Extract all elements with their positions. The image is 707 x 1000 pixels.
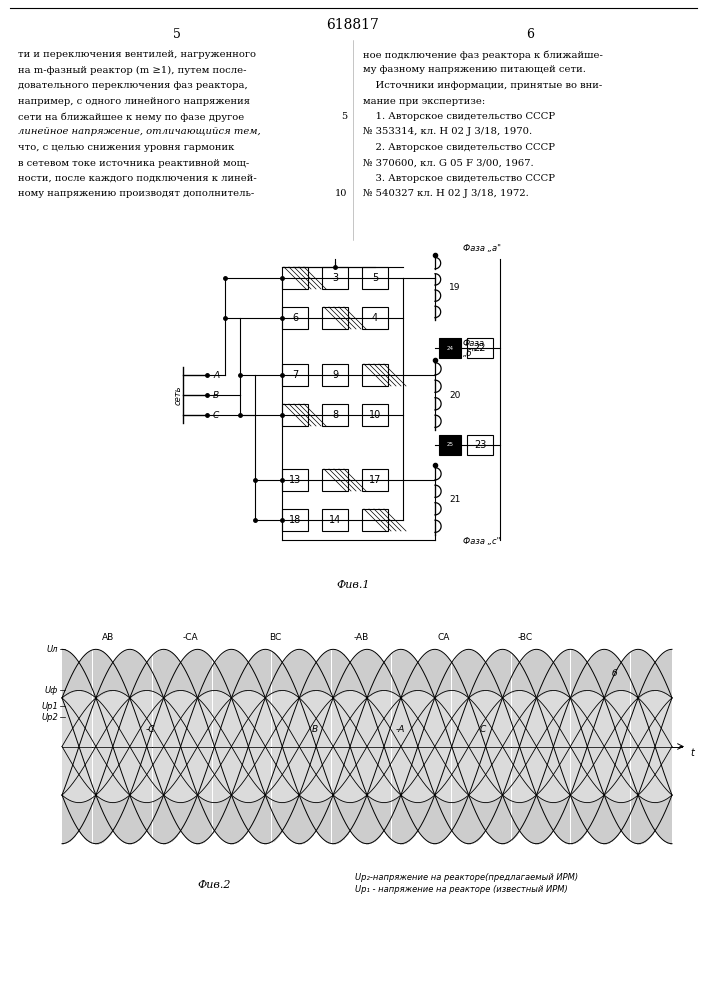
Text: сеть: сеть [173, 385, 182, 405]
Text: 6: 6 [292, 313, 298, 323]
Text: 24: 24 [447, 346, 453, 351]
Text: 5: 5 [372, 273, 378, 283]
Bar [467, 435, 493, 455]
Text: Up₂-напряжение на реакторе(предлагаемый ИРМ): Up₂-напряжение на реакторе(предлагаемый … [355, 873, 578, 882]
Text: в сетевом токе источника реактивной мощ-: в сетевом токе источника реактивной мощ- [18, 158, 250, 167]
Bar [322, 364, 348, 386]
Text: что, с целью снижения уровня гармоник: что, с целью снижения уровня гармоник [18, 143, 235, 152]
Text: 6: 6 [526, 28, 534, 41]
Text: C: C [480, 725, 486, 734]
Bar [467, 338, 493, 358]
Text: мание при экспертизе:: мание при экспертизе: [363, 97, 485, 105]
Bar [282, 267, 308, 289]
Text: 18: 18 [289, 515, 301, 525]
Text: Фаза
„б": Фаза „б" [463, 339, 485, 358]
Text: -A: -A [396, 725, 405, 734]
Bar [439, 338, 461, 358]
Bar [362, 509, 388, 531]
Text: С: С [213, 410, 219, 420]
Text: 2. Авторское свидетельство СССР: 2. Авторское свидетельство СССР [363, 143, 555, 152]
Text: 3. Авторское свидетельство СССР: 3. Авторское свидетельство СССР [363, 174, 555, 183]
Bar [362, 267, 388, 289]
Bar [439, 435, 461, 455]
Text: ному напряжению производят дополнитель-: ному напряжению производят дополнитель- [18, 190, 255, 198]
Text: CA: CA [437, 633, 450, 642]
Text: 25: 25 [447, 442, 453, 448]
Bar [282, 509, 308, 531]
Text: t: t [690, 748, 694, 758]
Text: 14: 14 [329, 515, 341, 525]
Text: сети на ближайшее к нему по фазе другое: сети на ближайшее к нему по фазе другое [18, 112, 244, 121]
Bar [282, 307, 308, 329]
Text: № 540327 кл. Н 02 J 3/18, 1972.: № 540327 кл. Н 02 J 3/18, 1972. [363, 190, 529, 198]
Bar [282, 469, 308, 491]
Text: AB: AB [102, 633, 114, 642]
Text: Up1: Up1 [41, 702, 58, 711]
Text: -AB: -AB [354, 633, 368, 642]
Bar [362, 364, 388, 386]
Text: № 370600, кл. G 05 F 3/00, 1967.: № 370600, кл. G 05 F 3/00, 1967. [363, 158, 534, 167]
Text: му фазному напряжению питающей сети.: му фазному напряжению питающей сети. [363, 66, 586, 75]
Text: -BC: -BC [518, 633, 533, 642]
Text: 13: 13 [289, 475, 301, 485]
Text: BC: BC [269, 633, 281, 642]
Text: 23: 23 [474, 440, 486, 450]
Bar [322, 469, 348, 491]
Text: Up₁ - напряжение на реакторе (известный ИРМ): Up₁ - напряжение на реакторе (известный … [355, 885, 568, 894]
Text: Uл: Uл [47, 645, 58, 654]
Text: 5: 5 [341, 112, 347, 121]
Text: Фив.1: Фив.1 [337, 580, 370, 590]
Text: довательного переключения фаз реактора,: довательного переключения фаз реактора, [18, 81, 247, 90]
Text: 5: 5 [173, 28, 181, 41]
Bar [362, 469, 388, 491]
Text: ти и переключения вентилей, нагруженного: ти и переключения вентилей, нагруженного [18, 50, 256, 59]
Text: 7: 7 [292, 370, 298, 380]
Text: А: А [213, 370, 219, 379]
Text: ное подключение фаз реактора к ближайше-: ное подключение фаз реактора к ближайше- [363, 50, 603, 60]
Text: на m-фазный реактор (m ≥1), путем после-: на m-фазный реактор (m ≥1), путем после- [18, 66, 247, 75]
Text: В: В [213, 390, 219, 399]
Bar [322, 509, 348, 531]
Text: 9: 9 [332, 370, 338, 380]
Bar [322, 307, 348, 329]
Bar [282, 364, 308, 386]
Text: 618817: 618817 [327, 18, 380, 32]
Bar [362, 404, 388, 426]
Text: Фаза „с": Фаза „с" [463, 537, 501, 546]
Bar [322, 267, 348, 289]
Text: Фив.2: Фив.2 [198, 880, 231, 890]
Text: B: B [312, 725, 318, 734]
Bar [362, 307, 388, 329]
Text: Uф: Uф [45, 686, 58, 695]
Text: Up2: Up2 [41, 713, 58, 722]
Text: 20: 20 [449, 390, 460, 399]
Text: 21: 21 [449, 495, 460, 504]
Text: 3: 3 [332, 273, 338, 283]
Text: Источники информации, принятые во вни-: Источники информации, принятые во вни- [363, 81, 602, 90]
Bar [282, 404, 308, 426]
Text: № 353314, кл. Н 02 J 3/18, 1970.: № 353314, кл. Н 02 J 3/18, 1970. [363, 127, 532, 136]
Text: 22: 22 [474, 343, 486, 353]
Text: 4: 4 [372, 313, 378, 323]
Bar [322, 404, 348, 426]
Text: б: б [612, 669, 617, 678]
Text: 17: 17 [369, 475, 381, 485]
Text: ности, после каждого подключения к линей-: ности, после каждого подключения к линей… [18, 174, 257, 183]
Text: 10: 10 [334, 190, 347, 198]
Text: линейное напряжение, отличающийся тем,: линейное напряжение, отличающийся тем, [18, 127, 261, 136]
Text: 8: 8 [332, 410, 338, 420]
Text: -CA: -CA [182, 633, 198, 642]
Text: -C: -C [146, 725, 156, 734]
Text: например, с одного линейного напряжения: например, с одного линейного напряжения [18, 97, 250, 105]
Text: Фаза „а": Фаза „а" [463, 244, 501, 253]
Text: 1. Авторское свидетельство СССР: 1. Авторское свидетельство СССР [363, 112, 555, 121]
Text: 19: 19 [449, 283, 460, 292]
Text: 10: 10 [369, 410, 381, 420]
